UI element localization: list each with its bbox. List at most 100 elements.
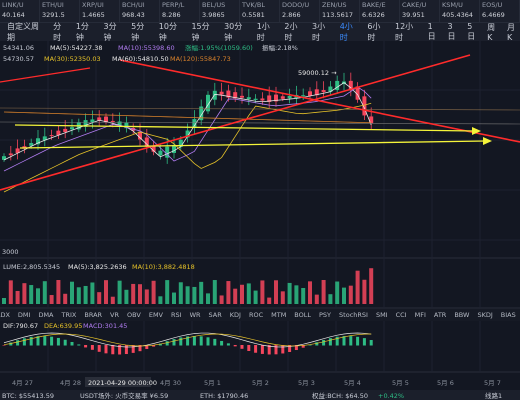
interval-button[interactable]: 5日 [467, 22, 476, 41]
ticker[interactable]: ZEN/US 113.5617 [320, 0, 360, 22]
indicator-tab[interactable]: BIAS [500, 311, 516, 319]
ticker-name: ETH/UI [42, 1, 64, 9]
candle-body [36, 138, 40, 145]
indicator-tab[interactable]: StochRSI [339, 311, 368, 319]
volume-bar [158, 296, 163, 304]
interval-button[interactable]: 10分钟 [158, 22, 177, 42]
indicator-tab[interactable]: ATR [433, 311, 447, 319]
ticker[interactable]: ETH/UI 3291.5 [40, 0, 80, 22]
indicator-tab[interactable]: CCI [395, 311, 407, 319]
ticker[interactable]: BCH/UI 968.43 [120, 0, 160, 22]
macd-bar [77, 344, 81, 346]
interval-button[interactable]: 6小时 [367, 22, 381, 42]
indicator-tab[interactable]: ROC [248, 311, 264, 319]
ma-indicator: MA(30):52350.03 [44, 55, 101, 63]
interval-button[interactable]: 月K [507, 23, 516, 42]
volume-bar [178, 282, 183, 304]
ticker-name: CAKE/U [402, 1, 427, 9]
indicator-tab[interactable]: SAR [208, 311, 222, 319]
x-axis-label: 5月 4 [344, 379, 361, 387]
ticker[interactable]: XRP/UI 1.4665 [80, 0, 120, 22]
indicator-tab[interactable]: KDJ [229, 311, 241, 319]
interval-button[interactable]: 自定义周期 [7, 22, 39, 42]
macd-bar [240, 345, 244, 349]
ticker-name: TVK/BL [242, 1, 265, 9]
ticker[interactable]: BEL/US 3.9865 [200, 0, 240, 22]
indicator-tab[interactable]: SKDJ [477, 311, 493, 319]
candle-body [83, 120, 88, 127]
interval-button[interactable]: 3分钟 [103, 22, 117, 42]
interval-button[interactable]: 30分钟 [224, 22, 243, 42]
ticker[interactable]: DODO/U 2.866 [280, 0, 320, 22]
volume-bar [70, 281, 74, 304]
ticker[interactable]: EOS/U 6.4669 [480, 0, 520, 22]
ticker[interactable]: LINK/U 40.164 [0, 0, 40, 22]
interval-button[interactable]: 分时 [53, 22, 62, 42]
interval-button[interactable]: 周K [487, 23, 496, 42]
volume-bar [233, 288, 238, 304]
guide-line [0, 107, 520, 111]
volume-bar [117, 280, 122, 304]
interval-button[interactable]: 15分钟 [191, 22, 210, 42]
indicator-tab[interactable]: VR [110, 311, 120, 319]
volume-bar [287, 282, 292, 304]
volume-bar [362, 279, 367, 304]
macd-bar [362, 338, 366, 346]
ticker-price: 0.5581 [242, 11, 265, 19]
indicator-tab[interactable]: SMI [375, 311, 388, 319]
ticker[interactable]: KSM/U 405.4364 [440, 0, 480, 22]
interval-button[interactable]: 12小时 [395, 22, 414, 42]
candle-body [267, 95, 272, 102]
interval-bar: 自定义周期 分时 1分钟 3分钟 5分钟 10分钟 15分钟 30分钟 1小时 2小时 3小时 4小时… [0, 22, 520, 42]
indicator-tab[interactable]: BOLL [294, 311, 312, 319]
volume-bar [144, 289, 149, 304]
x-axis-label: 2021-04-29 00:00:00 [88, 379, 157, 387]
macd-bar [349, 336, 353, 346]
indicator-tab[interactable]: DMI [17, 311, 31, 319]
ticker-price: 3.9865 [202, 11, 225, 19]
indicator-tab[interactable]: BBW [454, 311, 470, 319]
indicator-tab[interactable]: WR [189, 311, 201, 319]
interval-button[interactable]: 3日 [447, 22, 456, 41]
status-item: BTC: $55413.59 [2, 392, 54, 400]
interval-button[interactable]: 1日 [427, 22, 436, 41]
macd-bar [9, 342, 13, 346]
indicator-tab[interactable]: BRAR [84, 311, 103, 319]
indicator-tab[interactable]: PSY [319, 311, 332, 319]
indicator-tab[interactable]: MFI [414, 311, 426, 319]
indicator-tab[interactable]: EMV [148, 311, 164, 319]
interval-button[interactable]: 4小时 [339, 22, 353, 42]
macd-bar [294, 345, 298, 351]
interval-button[interactable]: 3小时 [312, 22, 326, 42]
x-axis-label: 5月 6 [437, 379, 454, 387]
indicator-tab[interactable]: TRIX [61, 311, 77, 319]
candle-body [63, 128, 68, 133]
ticker-price: 6.6326 [362, 11, 385, 19]
volume-bar [260, 280, 265, 304]
indicator-tab[interactable]: DMA [38, 311, 54, 319]
macd-indicator: DEA:639.95 [44, 322, 82, 330]
candle-body [178, 139, 183, 147]
ticker[interactable]: PERP/L 8.286 [160, 0, 200, 22]
interval-button[interactable]: 5分钟 [131, 22, 145, 42]
arrow-line [14, 124, 476, 132]
ticker[interactable]: TVK/BL 0.5581 [240, 0, 280, 22]
interval-button[interactable]: 2小时 [284, 22, 298, 42]
price-indicator: MA(10):55398.60 [118, 44, 175, 52]
macd-bar [70, 341, 74, 346]
macd-bar [308, 344, 312, 346]
interval-button[interactable]: 1小时 [256, 22, 270, 42]
ticker-price: 40.164 [2, 11, 25, 19]
volume-bar [110, 296, 115, 304]
macd-bar [138, 345, 142, 352]
indicator-tab[interactable]: RSI [171, 311, 182, 319]
interval-button[interactable]: 1分钟 [75, 22, 89, 42]
arrow-head [472, 127, 481, 135]
volume-bar [49, 295, 54, 304]
indicator-tab[interactable]: ADX [0, 311, 10, 319]
ticker[interactable]: BAKE/E 6.6326 [360, 0, 400, 22]
indicator-tab[interactable]: MTM [271, 311, 287, 319]
indicator-tab[interactable]: OBV [127, 311, 141, 319]
ticker[interactable]: CAKE/U 39.951 [400, 0, 440, 22]
candle-body [56, 130, 61, 136]
